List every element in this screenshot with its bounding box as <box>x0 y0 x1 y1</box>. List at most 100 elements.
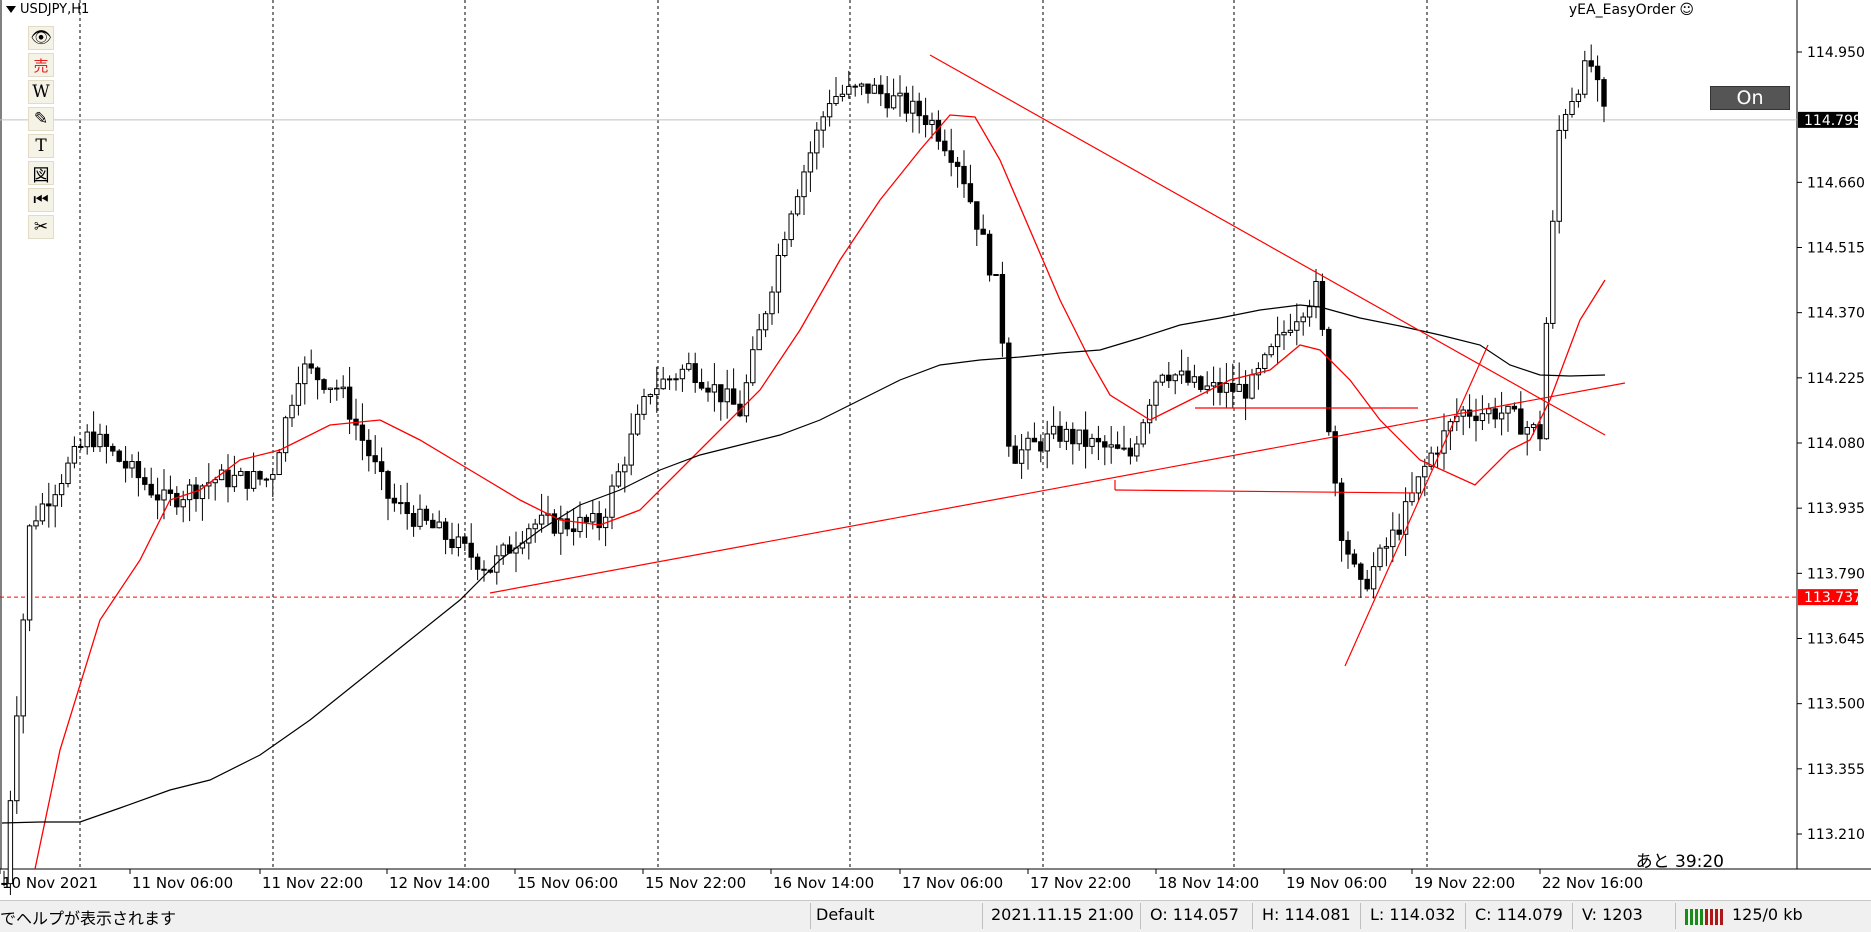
candle-bull <box>398 502 404 505</box>
ea-name: yEA_EasyOrder <box>1568 2 1676 18</box>
divider <box>1465 903 1466 929</box>
candle-bear <box>167 489 174 494</box>
candle-bull <box>1178 370 1185 376</box>
candle-bull <box>1172 374 1178 382</box>
time-axis-label: 17 Nov 22:00 <box>1030 874 1131 892</box>
candle-bull <box>71 445 78 464</box>
candle-bull <box>231 474 238 488</box>
candle-bear <box>1057 425 1063 442</box>
time-axis-label: 18 Nov 14:00 <box>1158 874 1259 892</box>
candle-bear <box>1473 415 1479 422</box>
divider <box>1360 903 1361 929</box>
ea-on-button[interactable]: On <box>1710 86 1790 110</box>
candle-bull <box>833 95 839 105</box>
candle-bear <box>1070 428 1076 445</box>
candle-bull <box>1486 408 1492 415</box>
rewind-icon[interactable]: ⏮ <box>28 188 54 212</box>
candle-bear <box>481 568 487 571</box>
divider <box>982 903 983 929</box>
divider <box>810 903 811 929</box>
candle-bear <box>1518 408 1524 435</box>
candle-bull <box>1402 501 1409 535</box>
candle-bull <box>1018 449 1025 464</box>
candle-bull <box>1569 101 1575 115</box>
candle-bull <box>846 85 852 95</box>
candle-bull <box>1441 430 1447 454</box>
candle-bull <box>724 388 730 403</box>
candle-bear <box>321 379 327 390</box>
candle-bull <box>782 239 788 256</box>
price-axis-label: 113.645 <box>1807 632 1865 648</box>
candle-bear <box>263 478 270 481</box>
candle-bull <box>769 291 775 315</box>
divider <box>1572 903 1573 929</box>
candle-bull <box>7 800 14 885</box>
candle-bear <box>705 387 711 393</box>
candle-bear <box>1332 431 1338 484</box>
symbol-selector[interactable]: USDJPY,H1 <box>6 2 89 17</box>
candle-bear <box>967 183 974 203</box>
candle-bull <box>238 471 244 476</box>
candle-bear <box>1127 447 1134 457</box>
candle-bull <box>302 363 308 385</box>
candle-bear <box>346 386 353 420</box>
wave-icon[interactable]: W <box>28 80 54 104</box>
candle-bear <box>372 455 378 463</box>
candle-bear <box>1114 444 1121 449</box>
time-axis-label: 17 Nov 06:00 <box>902 874 1003 892</box>
candle-bear <box>1095 437 1102 443</box>
price-chart[interactable]: 10 Nov 2021 11 Nov 06:00 11 Nov 22:00 12 No… <box>0 0 1871 900</box>
candle-bull <box>1383 546 1390 549</box>
candle-bull <box>180 499 186 508</box>
bar-datetime: 2021.11.15 21:00 <box>991 905 1134 924</box>
candle-bear <box>948 150 954 163</box>
candle-bear <box>1588 60 1594 67</box>
candle-bear <box>1358 563 1364 580</box>
candle-bull <box>14 715 20 802</box>
candle-bull <box>1550 220 1556 324</box>
chart-area[interactable]: 10 Nov 2021 11 Nov 06:00 11 Nov 22:00 12 No… <box>0 0 1871 896</box>
candle-bull <box>660 378 666 390</box>
candle-bull <box>1543 322 1550 440</box>
price-axis-label: 114.370 <box>1807 306 1865 322</box>
connection-bars-icon <box>1685 909 1723 925</box>
candle-bear <box>308 363 314 369</box>
candle-bear <box>257 471 263 480</box>
candle-bull <box>743 382 750 417</box>
candle-bull <box>1121 447 1127 450</box>
candle-bull <box>1562 113 1569 131</box>
candle-bull <box>33 520 39 527</box>
pencil-icon[interactable]: ✎ <box>28 107 54 131</box>
candle-bull <box>84 431 90 448</box>
candle-bull <box>1582 60 1588 95</box>
status-bar: でヘルプが表示されます Default 2021.11.15 21:00 O: … <box>0 900 1871 932</box>
candle-bull <box>609 485 615 518</box>
bar-volume: V: 1203 <box>1582 905 1643 924</box>
sell-icon[interactable]: 売 <box>28 53 54 77</box>
time-axis-label: 16 Nov 14:00 <box>773 874 874 892</box>
candle-bear <box>1230 382 1236 392</box>
candle-bull <box>820 116 826 131</box>
price-axis-label: 113.935 <box>1807 501 1865 517</box>
candle-bull <box>1370 566 1377 590</box>
eye-icon[interactable]: 👁 <box>28 26 54 50</box>
drawing-icon[interactable]: 図 <box>28 161 54 186</box>
candle-bull <box>1146 404 1153 424</box>
candle-bull <box>1076 429 1082 445</box>
candle-bull <box>1063 428 1070 442</box>
candle-bear <box>154 494 161 501</box>
scissors-icon[interactable]: ✂ <box>28 215 54 239</box>
candle-bear <box>1319 280 1326 330</box>
candle-bull <box>679 368 686 380</box>
candle-bear <box>90 431 97 448</box>
candle-bear <box>1102 441 1108 448</box>
candle-bull <box>1044 433 1050 452</box>
candle-bear <box>922 115 929 126</box>
candle-bull <box>58 483 65 496</box>
time-axis-label: 19 Nov 22:00 <box>1414 874 1515 892</box>
candle-bull <box>532 523 538 530</box>
candle-bull <box>826 103 833 118</box>
dropdown-icon[interactable] <box>6 6 16 13</box>
candle-bull <box>794 196 801 215</box>
text-icon[interactable]: T <box>28 134 54 158</box>
